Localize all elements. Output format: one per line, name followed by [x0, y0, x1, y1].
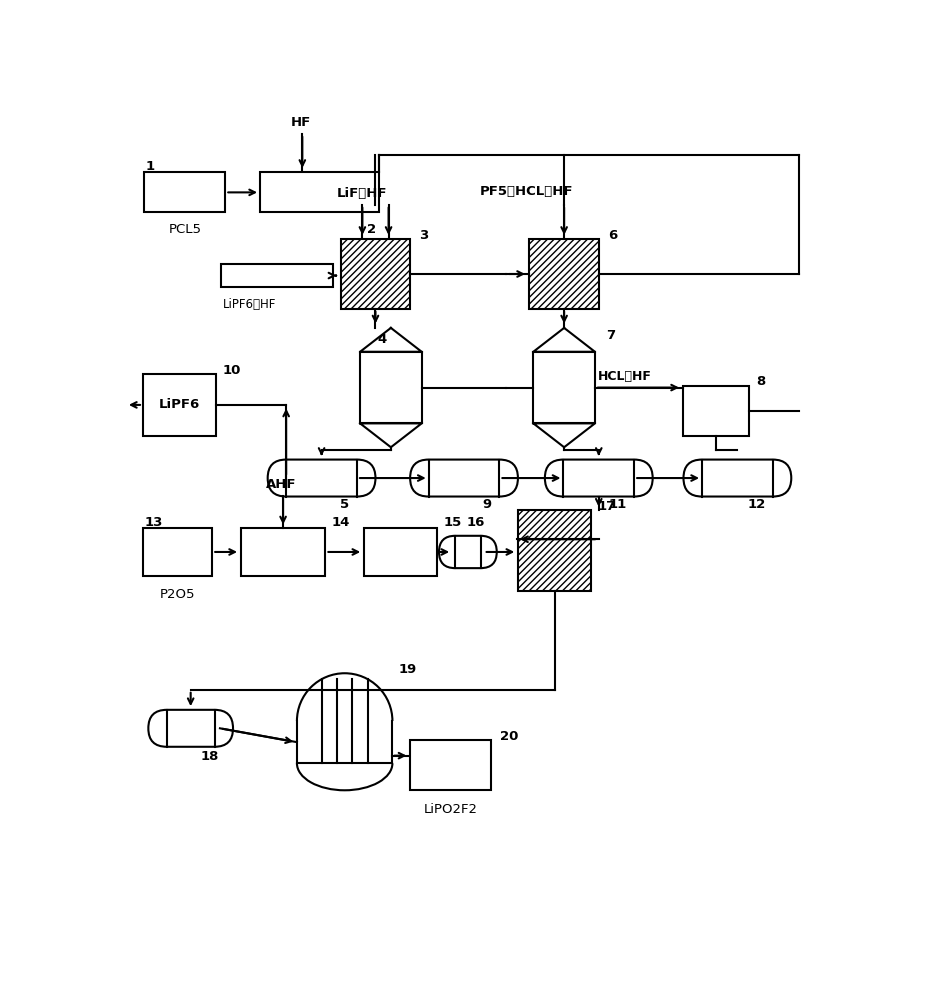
Bar — [360, 352, 422, 423]
Bar — [364, 528, 437, 576]
Bar — [341, 239, 410, 309]
Bar — [529, 239, 599, 309]
Bar — [260, 172, 379, 212]
Bar — [410, 740, 491, 790]
Text: 10: 10 — [222, 364, 241, 377]
Text: 9: 9 — [483, 498, 491, 511]
Polygon shape — [360, 423, 422, 447]
Text: HCL、HF: HCL、HF — [598, 370, 652, 383]
Bar — [222, 264, 333, 287]
Text: 15: 15 — [444, 516, 462, 529]
Bar — [518, 510, 591, 591]
Text: 19: 19 — [399, 663, 417, 676]
Text: 7: 7 — [606, 329, 616, 342]
Text: P2O5: P2O5 — [160, 588, 195, 601]
Text: 16: 16 — [466, 516, 485, 529]
Bar — [518, 510, 591, 591]
Bar — [684, 386, 749, 436]
Text: LiPO2F2: LiPO2F2 — [424, 803, 478, 816]
Text: 8: 8 — [757, 375, 765, 388]
Text: 4: 4 — [378, 333, 387, 346]
Polygon shape — [533, 328, 595, 352]
Bar — [143, 528, 212, 576]
FancyBboxPatch shape — [684, 460, 791, 497]
Bar — [143, 374, 216, 436]
Text: LiPF6: LiPF6 — [159, 398, 200, 411]
Text: 2: 2 — [367, 223, 376, 236]
Text: 5: 5 — [340, 498, 349, 511]
Text: 14: 14 — [331, 516, 350, 529]
Polygon shape — [533, 423, 595, 447]
Text: LiPF6、HF: LiPF6、HF — [223, 298, 276, 311]
Bar — [533, 352, 595, 423]
FancyBboxPatch shape — [439, 536, 497, 568]
Bar — [241, 528, 326, 576]
Bar — [529, 239, 599, 309]
Text: HF: HF — [290, 116, 311, 129]
Text: 17: 17 — [597, 500, 616, 513]
Text: 11: 11 — [609, 498, 627, 511]
Text: 1: 1 — [146, 160, 155, 173]
Text: 20: 20 — [500, 730, 519, 742]
Text: 6: 6 — [608, 229, 617, 242]
Bar — [341, 239, 410, 309]
Text: LiF、HF: LiF、HF — [337, 187, 387, 200]
Text: 12: 12 — [747, 498, 765, 511]
Text: PF5、HCL、HF: PF5、HCL、HF — [480, 185, 573, 198]
Text: AHF: AHF — [267, 478, 297, 491]
Text: 18: 18 — [201, 750, 219, 763]
FancyBboxPatch shape — [149, 710, 233, 747]
Text: PCL5: PCL5 — [169, 223, 202, 236]
Text: 3: 3 — [420, 229, 428, 242]
Bar — [297, 721, 392, 763]
Bar — [145, 172, 226, 212]
FancyBboxPatch shape — [545, 460, 653, 497]
FancyBboxPatch shape — [410, 460, 518, 497]
Text: 13: 13 — [145, 516, 163, 529]
FancyBboxPatch shape — [268, 460, 375, 497]
Polygon shape — [360, 328, 422, 352]
